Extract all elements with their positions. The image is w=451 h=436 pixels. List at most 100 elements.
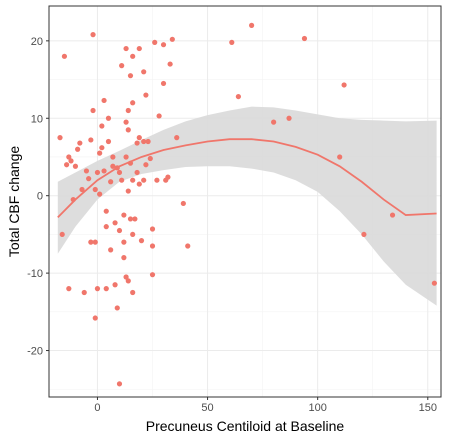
data-point (123, 154, 129, 160)
data-point (125, 188, 131, 194)
data-point (249, 22, 255, 28)
data-point (136, 135, 142, 141)
data-point (112, 220, 118, 226)
y-tick-label: -10 (27, 268, 43, 280)
data-point (180, 200, 186, 207)
data-point (97, 191, 103, 197)
data-point (90, 32, 96, 38)
data-point (94, 169, 101, 176)
data-point (160, 42, 167, 48)
data-point (149, 272, 156, 278)
data-point (169, 36, 175, 42)
data-point (141, 69, 147, 75)
panel-border (48, 5, 442, 398)
data-point (88, 137, 94, 143)
data-point (160, 80, 167, 87)
data-point (86, 176, 92, 182)
data-point (134, 169, 140, 176)
data-point (88, 239, 94, 245)
data-point (110, 154, 116, 160)
data-point (123, 45, 129, 52)
data-point (286, 115, 292, 121)
data-point (431, 280, 437, 286)
data-point (130, 289, 136, 296)
x-axis-title: Precuneus Centiloid at Baseline (146, 418, 345, 434)
data-point (112, 282, 118, 288)
data-point (141, 177, 147, 183)
data-point (64, 162, 70, 168)
data-point (72, 163, 79, 169)
y-tick-label: 0 (37, 191, 43, 203)
data-point (138, 238, 145, 244)
data-point (121, 212, 127, 218)
data-point (301, 35, 308, 42)
data-point (130, 100, 136, 106)
data-point (114, 305, 120, 311)
data-point (149, 226, 156, 232)
data-point (116, 227, 123, 234)
data-point (101, 168, 107, 174)
grid (49, 6, 441, 397)
data-point (114, 165, 120, 171)
data-point (145, 138, 151, 145)
data-point (57, 135, 63, 141)
data-point (341, 82, 347, 88)
data-point (103, 224, 109, 230)
data-point (105, 115, 112, 121)
data-point (75, 146, 81, 152)
data-point (143, 162, 149, 168)
data-point (134, 140, 140, 146)
data-point (132, 216, 138, 222)
data-point (105, 138, 112, 145)
x-axis-ticks: 0 50 100 150 (94, 397, 437, 414)
y-axis-title: Total CBF change (6, 146, 22, 257)
data-point (66, 154, 72, 160)
data-point (90, 107, 96, 114)
data-point (83, 168, 90, 174)
data-point (99, 145, 105, 151)
data-point (125, 107, 131, 114)
data-point (119, 63, 125, 69)
data-point (337, 154, 343, 160)
data-point (130, 53, 136, 59)
data-point (127, 73, 134, 79)
data-point (66, 286, 72, 292)
data-point (167, 61, 173, 67)
data-point (77, 140, 83, 146)
data-point (143, 92, 149, 98)
x-tick-label: 150 (419, 402, 437, 414)
data-point (185, 243, 191, 249)
data-point (94, 286, 101, 292)
data-point (81, 289, 87, 296)
x-tick-label: 50 (201, 402, 213, 414)
data-point (130, 231, 136, 238)
data-point (108, 179, 114, 185)
data-point (130, 177, 136, 183)
data-point (92, 239, 98, 245)
data-point (136, 181, 142, 187)
data-point (101, 97, 107, 104)
x-tick-label: 100 (308, 402, 326, 414)
data-point (116, 169, 123, 176)
data-point (125, 278, 131, 284)
data-point (136, 45, 142, 52)
data-point (152, 39, 158, 45)
y-tick-label: -20 (27, 346, 43, 358)
data-point (108, 247, 114, 253)
data-point (70, 196, 76, 203)
data-point (68, 158, 74, 164)
data-point (79, 186, 85, 193)
data-point (174, 135, 180, 141)
data-point (92, 315, 98, 321)
data-point (147, 155, 153, 162)
data-point (116, 381, 123, 387)
data-point (119, 177, 125, 183)
data-point (103, 286, 109, 292)
data-point (154, 177, 160, 183)
data-point (271, 119, 277, 125)
points-layer (57, 22, 437, 387)
data-point (99, 123, 105, 129)
data-point (389, 212, 396, 218)
x-tick-label: 0 (94, 402, 100, 414)
